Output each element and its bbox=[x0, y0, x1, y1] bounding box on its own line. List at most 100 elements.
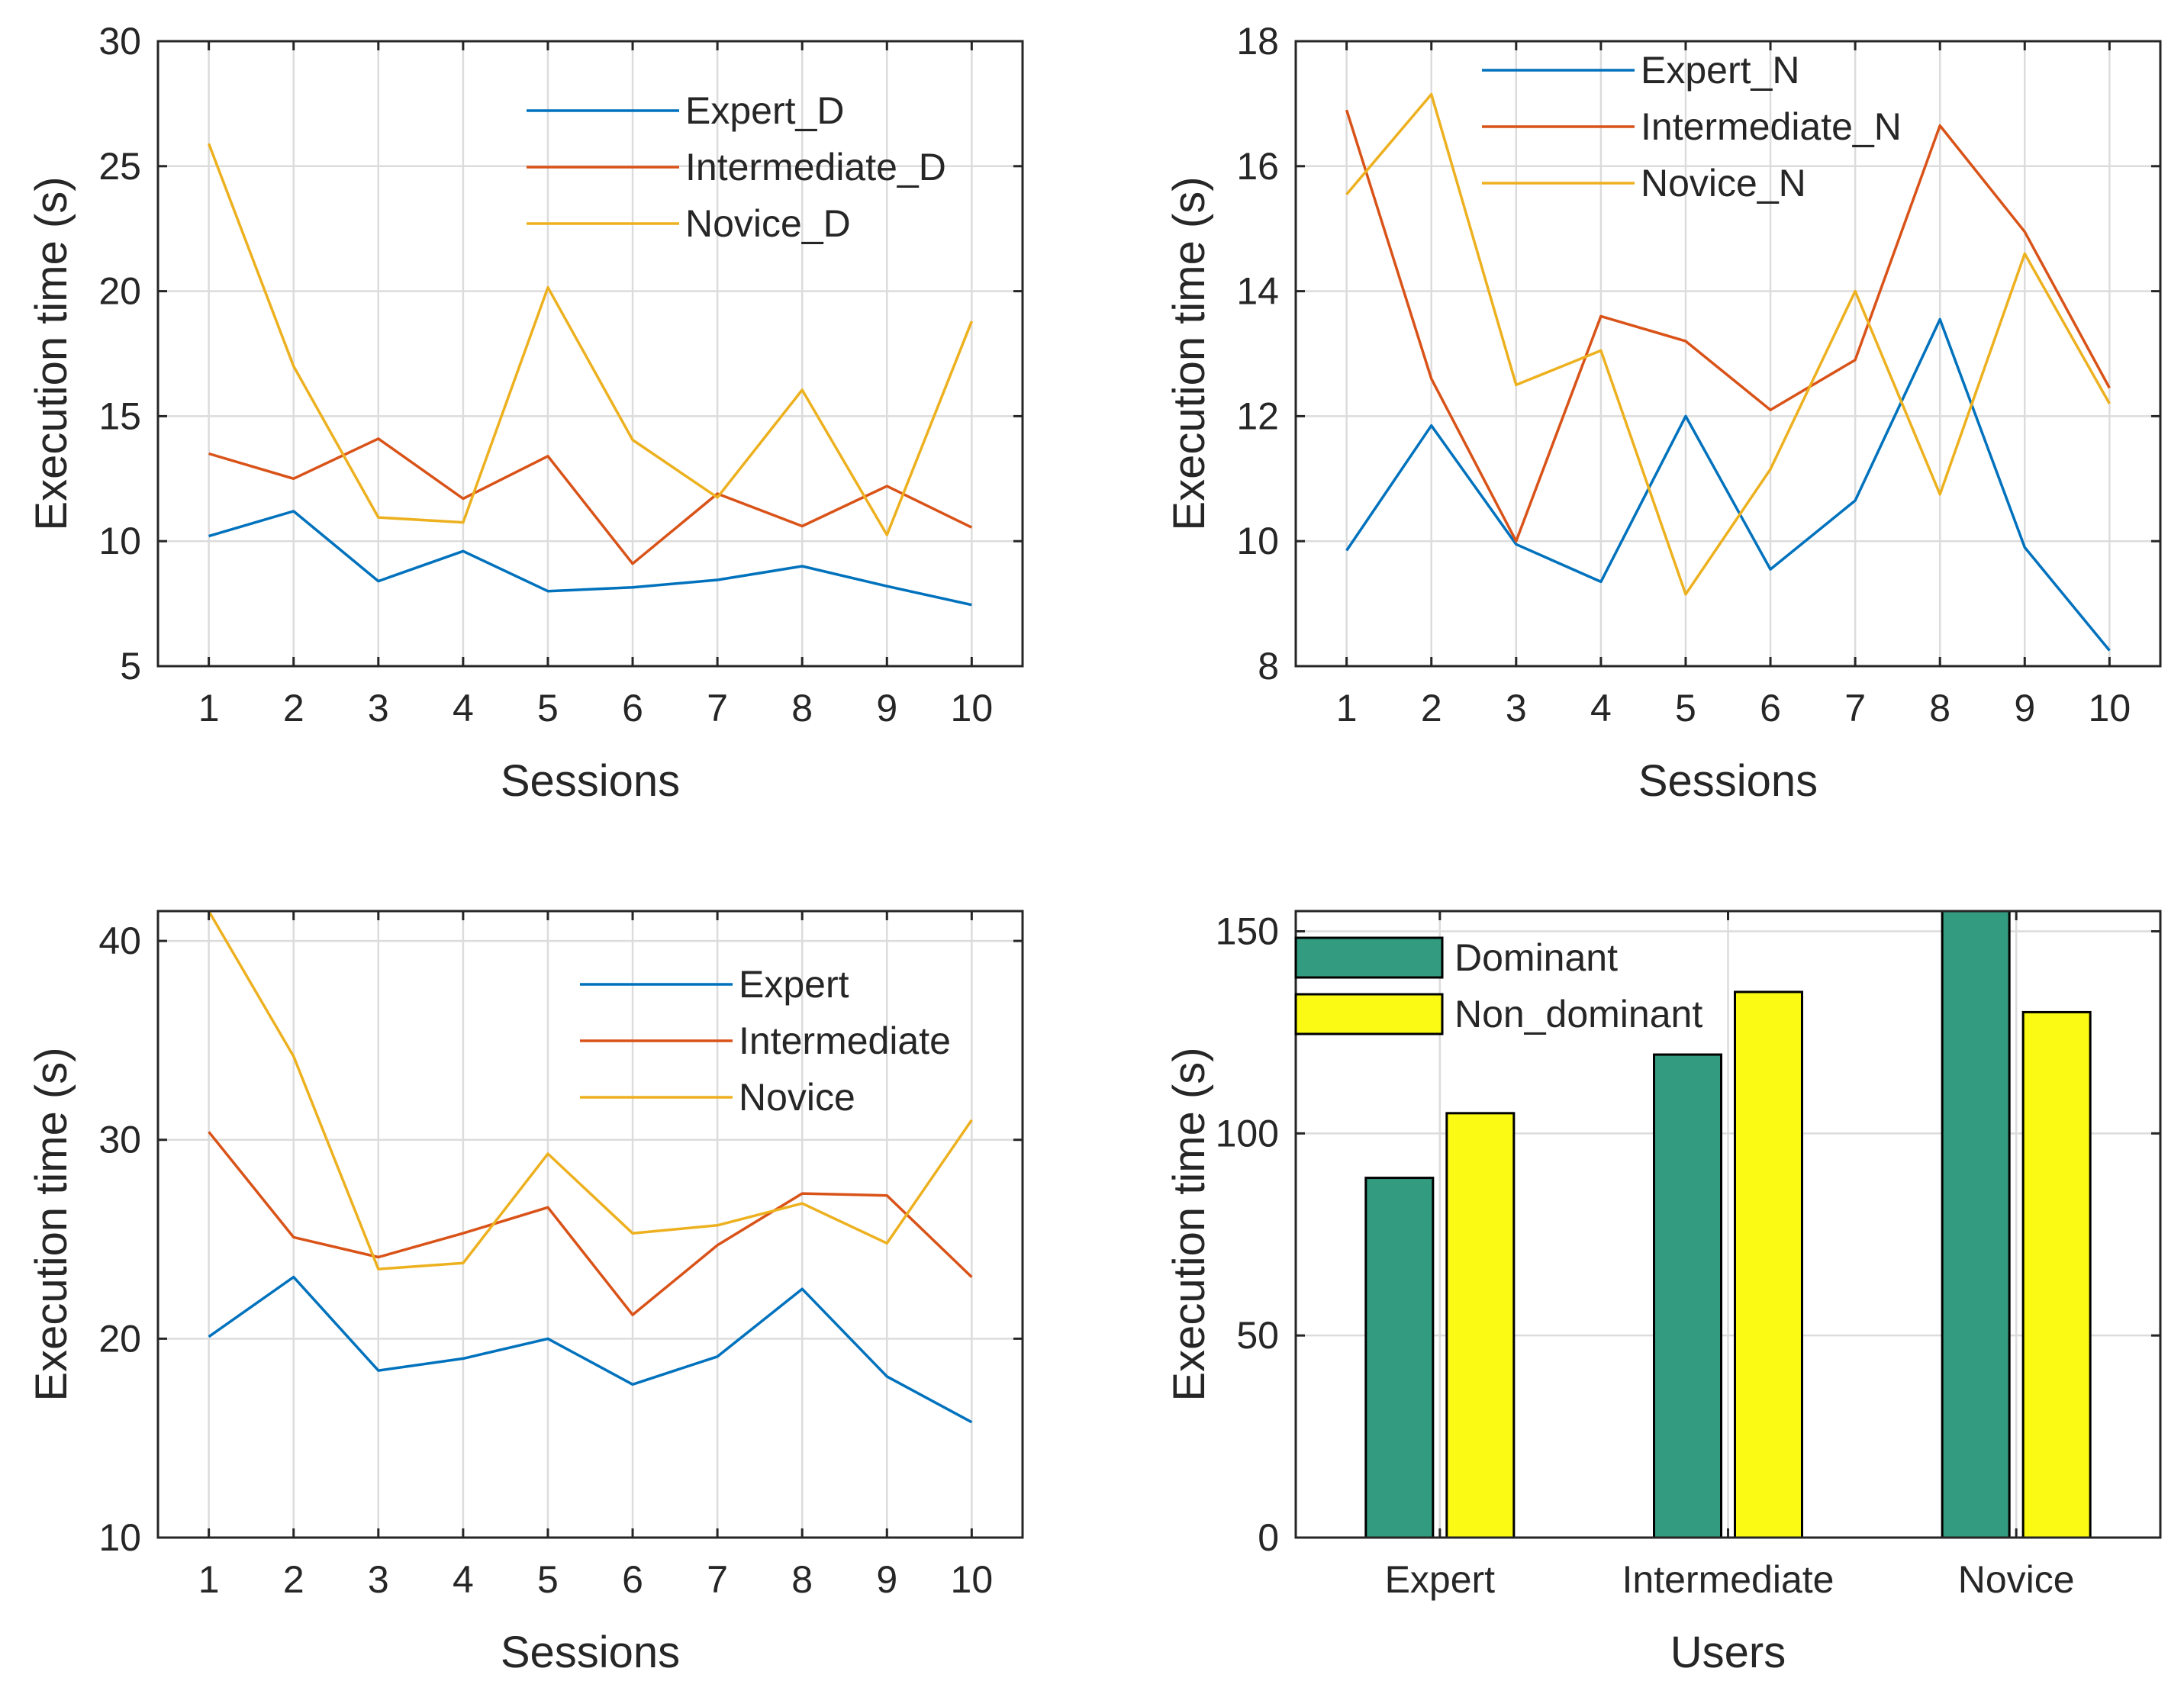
x-tick-label: 4 bbox=[453, 687, 474, 729]
x-tick-label: 6 bbox=[622, 1558, 643, 1601]
y-tick-label: 5 bbox=[120, 645, 141, 688]
x-tick-label: 6 bbox=[622, 687, 643, 729]
series-line-expert bbox=[208, 1275, 973, 1424]
legend-label-novice-n: Novice_N bbox=[1641, 162, 1806, 205]
legend-label-novice: Novice bbox=[739, 1076, 855, 1119]
x-tick-label: 9 bbox=[2014, 687, 2035, 729]
y-tick-label: 30 bbox=[98, 20, 141, 63]
y-tick-label: 0 bbox=[1258, 1516, 1279, 1559]
legend-label-non-dominant: Non_dominant bbox=[1454, 993, 1702, 1035]
legend: Expert_N Intermediate_N Novice_N bbox=[1482, 49, 1902, 205]
bar-non-dominant-expert bbox=[1445, 1112, 1516, 1539]
y-tick-label: 12 bbox=[1236, 395, 1279, 437]
y-axis-label: Execution time (s) bbox=[27, 176, 76, 530]
series-line-intermediate-d bbox=[208, 437, 973, 565]
x-tick-label: 10 bbox=[951, 1558, 994, 1601]
y-tick-label: 14 bbox=[1236, 270, 1279, 313]
x-tick-label: 3 bbox=[1506, 687, 1527, 729]
y-tick-label: 15 bbox=[98, 395, 141, 437]
legend-swatch-non-dominant bbox=[1294, 993, 1444, 1035]
legend-label-intermediate-d: Intermediate_D bbox=[685, 146, 946, 188]
series-line-novice-d bbox=[207, 143, 974, 536]
x-axis-label: Sessions bbox=[501, 756, 680, 806]
axis-ticks: 5 10 15 20 25 30 1 2 3 4 5 6 7 8 9 10 bbox=[98, 20, 1023, 729]
x-tick-label: 9 bbox=[876, 1558, 897, 1601]
axis-ticks: 0 50 100 150 Expert Intermediate Novice bbox=[1216, 910, 2160, 1601]
x-tick-label: 10 bbox=[951, 687, 994, 729]
x-tick-label: 4 bbox=[1590, 687, 1612, 729]
y-tick-label: 150 bbox=[1216, 910, 1279, 952]
x-tick-label: Intermediate bbox=[1622, 1558, 1834, 1601]
x-tick-label: 8 bbox=[791, 687, 813, 729]
plot-series bbox=[207, 143, 974, 607]
series-line-intermediate-n bbox=[1345, 109, 2111, 543]
x-tick-label: Novice bbox=[1958, 1558, 2075, 1601]
legend-label-intermediate-n: Intermediate_N bbox=[1641, 105, 1902, 148]
legend-label-expert-d: Expert_D bbox=[685, 89, 844, 132]
legend: Expert_D Intermediate_D Novice_D bbox=[527, 89, 946, 245]
x-axis-label: Users bbox=[1670, 1628, 1786, 1677]
y-tick-label: 30 bbox=[98, 1119, 141, 1161]
chart-panel-bottom-left: 10 20 30 40 1 2 3 4 5 6 7 8 9 10 Sessions Execution t… bbox=[27, 910, 1024, 1677]
y-tick-label: 10 bbox=[98, 520, 141, 562]
chart-panel-top-left: 5 10 15 20 25 30 1 2 3 4 5 6 7 8 9 10 Sessions Executio… bbox=[27, 20, 1024, 806]
y-tick-label: 10 bbox=[1236, 520, 1279, 562]
x-tick-label: 7 bbox=[707, 1558, 728, 1601]
y-tick-label: 18 bbox=[1236, 20, 1279, 63]
legend-label-intermediate: Intermediate bbox=[739, 1019, 951, 1062]
legend: Dominant Non_dominant bbox=[1294, 936, 1702, 1035]
series-line-expert-n bbox=[1345, 317, 2111, 652]
x-tick-label: 10 bbox=[2089, 687, 2131, 729]
x-tick-label: 5 bbox=[1675, 687, 1696, 729]
y-tick-label: 100 bbox=[1216, 1112, 1279, 1155]
x-tick-label: 1 bbox=[198, 687, 220, 729]
y-tick-label: 16 bbox=[1236, 145, 1279, 188]
x-axis-label: Sessions bbox=[501, 1628, 680, 1677]
legend-label-expert: Expert bbox=[739, 963, 849, 1006]
gridlines bbox=[158, 911, 1023, 1539]
y-tick-label: 20 bbox=[98, 1317, 141, 1360]
x-tick-label: 2 bbox=[1421, 687, 1442, 729]
x-tick-label: 1 bbox=[1336, 687, 1358, 729]
x-tick-label: 2 bbox=[283, 1558, 304, 1601]
y-axis-label: Execution time (s) bbox=[1164, 176, 1214, 530]
axes-frame bbox=[156, 910, 1024, 1539]
y-tick-label: 10 bbox=[98, 1516, 141, 1559]
legend-label-novice-d: Novice_D bbox=[685, 202, 851, 245]
x-tick-label: 6 bbox=[1760, 687, 1781, 729]
y-tick-label: 25 bbox=[98, 145, 141, 188]
x-tick-label: 4 bbox=[453, 1558, 474, 1601]
y-tick-label: 40 bbox=[98, 919, 141, 962]
legend-label-dominant: Dominant bbox=[1454, 936, 1618, 979]
x-tick-label: 2 bbox=[283, 687, 304, 729]
x-tick-label: 7 bbox=[707, 687, 728, 729]
y-axis-label: Execution time (s) bbox=[27, 1047, 76, 1401]
axes-frame bbox=[156, 40, 1024, 668]
x-tick-label: 7 bbox=[1844, 687, 1866, 729]
x-tick-label: 1 bbox=[198, 1558, 220, 1601]
plot-series bbox=[1345, 92, 2111, 652]
x-tick-label: 5 bbox=[537, 687, 559, 729]
bar-non-dominant-intermediate bbox=[1734, 990, 1803, 1539]
bar-dominant-intermediate bbox=[1653, 1053, 1722, 1539]
series-line-expert-d bbox=[208, 510, 972, 607]
x-tick-label: 8 bbox=[791, 1558, 813, 1601]
axis-ticks: 10 20 30 40 1 2 3 4 5 6 7 8 9 10 bbox=[98, 911, 1023, 1601]
axes-frame bbox=[1294, 40, 2162, 668]
x-tick-label: 5 bbox=[537, 1558, 559, 1601]
y-tick-label: 20 bbox=[98, 270, 141, 313]
series-line-novice-n bbox=[1345, 92, 2111, 596]
bar-dominant-expert bbox=[1364, 1177, 1435, 1539]
x-tick-label: 3 bbox=[368, 1558, 389, 1601]
series-line-novice bbox=[208, 910, 973, 1270]
plot-series bbox=[208, 910, 973, 1424]
x-tick-label: 9 bbox=[876, 687, 897, 729]
x-tick-label: 3 bbox=[368, 687, 389, 729]
x-tick-label: Expert bbox=[1385, 1558, 1496, 1601]
y-tick-label: 50 bbox=[1236, 1314, 1279, 1357]
y-tick-label: 8 bbox=[1258, 645, 1279, 688]
